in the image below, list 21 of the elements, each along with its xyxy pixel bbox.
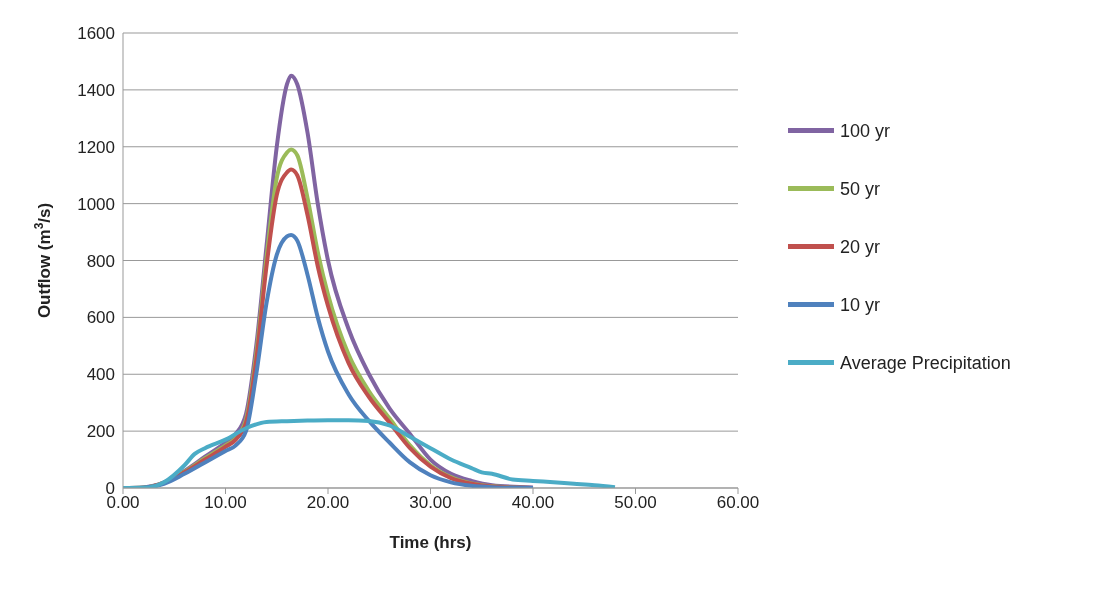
x-tick-label: 30.00 <box>409 493 452 513</box>
legend-label: 10 yr <box>840 294 881 317</box>
y-tick-label: 800 <box>86 251 115 271</box>
y-tick-label: 600 <box>86 308 115 328</box>
x-tick-label: 20.00 <box>306 493 350 513</box>
legend-label: 50 yr <box>840 178 881 201</box>
line-series <box>123 418 617 488</box>
x-tick-label: 10.00 <box>204 493 247 513</box>
x-tick-label: 40.00 <box>511 493 555 513</box>
y-tick-label: 200 <box>86 422 115 442</box>
legend-label: Average Precipitation <box>840 352 1011 375</box>
y-tick-label: 1400 <box>77 80 115 100</box>
x-tick-label: 50.00 <box>614 493 657 513</box>
legend-label: 20 yr <box>840 236 881 259</box>
y-tick-label: 1600 <box>77 24 115 44</box>
x-tick-label: 60.00 <box>716 493 760 513</box>
y-tick-label: 1200 <box>77 137 115 157</box>
y-tick-label: 1000 <box>77 194 115 214</box>
legend-label: 100 yr <box>840 120 891 143</box>
x-axis-title: Time (hrs) <box>389 533 472 552</box>
y-tick-label: 400 <box>86 365 115 385</box>
